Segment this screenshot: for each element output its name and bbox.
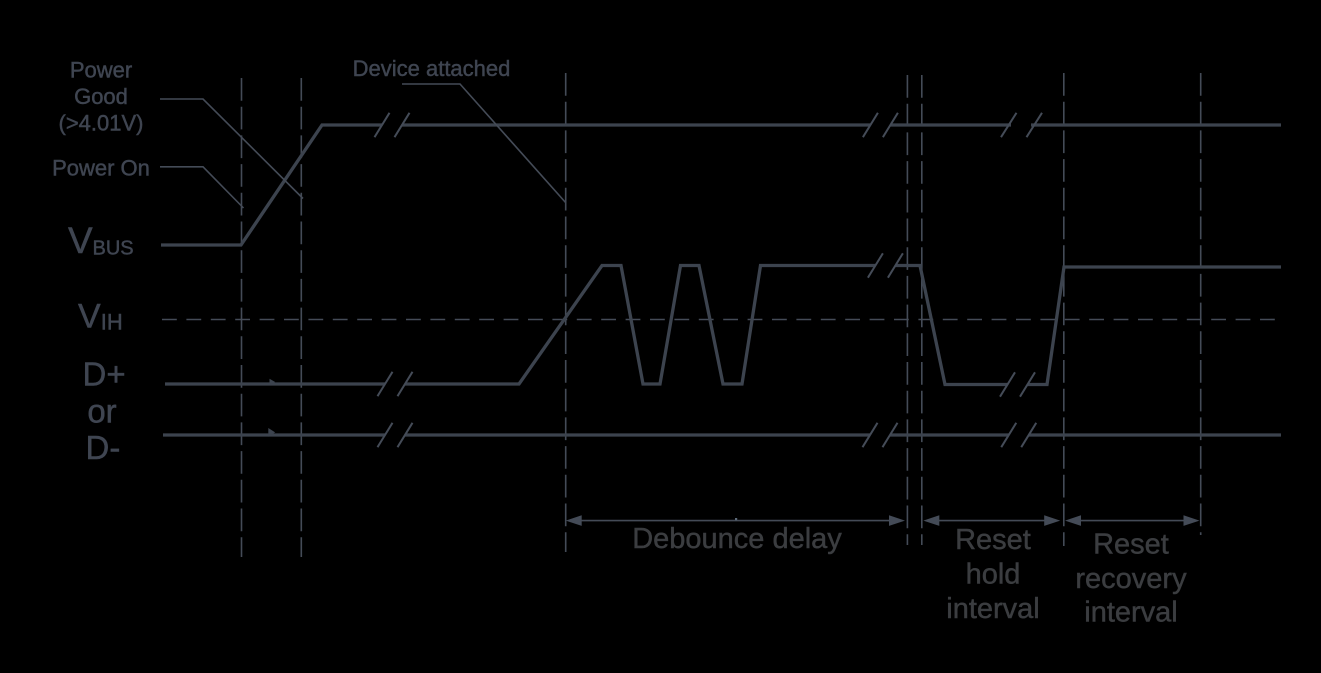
svg-text:recovery: recovery <box>1075 563 1187 595</box>
svg-text:Reset: Reset <box>955 524 1031 556</box>
svg-text:interval: interval <box>1084 597 1178 629</box>
svg-text:Power: Power <box>70 57 132 82</box>
svg-text:or: or <box>87 393 116 430</box>
svg-text:V: V <box>78 298 101 336</box>
svg-text:(>4.01V): (>4.01V) <box>59 111 144 136</box>
svg-text:interval: interval <box>946 593 1040 625</box>
svg-text:Good: Good <box>74 84 128 109</box>
svg-text:Power On: Power On <box>52 155 150 180</box>
svg-text:IH: IH <box>101 310 123 335</box>
svg-text:D+: D+ <box>83 356 126 393</box>
svg-text:Debounce delay: Debounce delay <box>632 523 842 555</box>
svg-text:D-: D- <box>86 429 121 466</box>
svg-text:V: V <box>68 220 93 261</box>
svg-text:Device attached: Device attached <box>353 56 511 81</box>
svg-text:hold: hold <box>966 559 1021 591</box>
svg-text:Reset: Reset <box>1093 529 1169 561</box>
svg-text:BUS: BUS <box>93 238 134 260</box>
